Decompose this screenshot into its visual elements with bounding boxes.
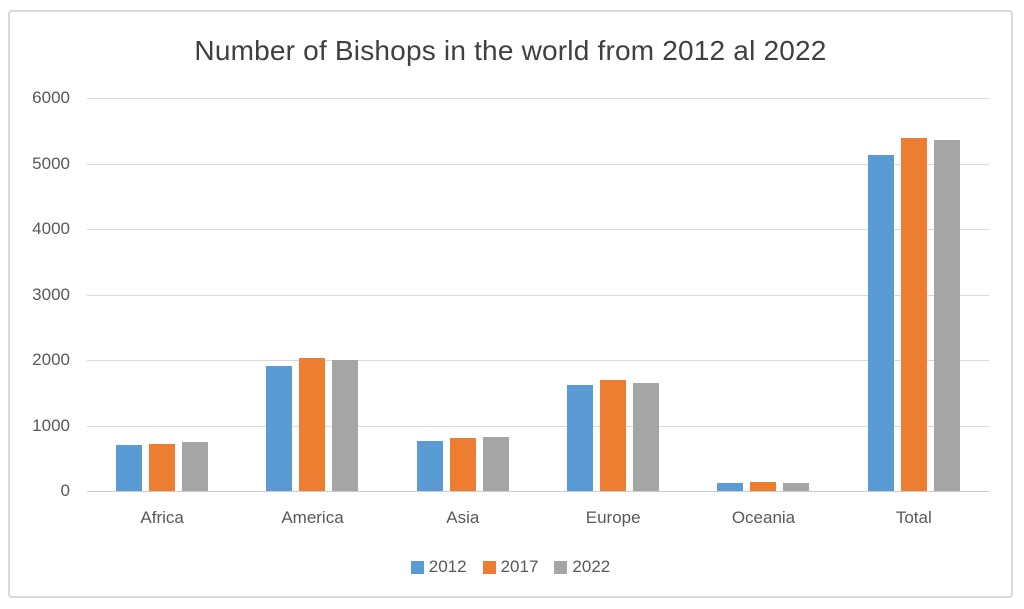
category-label-asia: Asia [446,508,480,527]
bar-2022-america [332,360,359,491]
legend-label-2017: 2017 [500,557,539,576]
legend-label-2022: 2022 [572,557,611,576]
bar-2022-europe [633,382,660,491]
chart-title: Number of Bishops in the world from 2012… [194,35,827,66]
bar-2022-asia [482,436,509,491]
gridline [87,229,989,230]
y-axis-tick-label: 6000 [32,88,70,107]
category-label-europe: Europe [585,508,641,527]
legend-swatch-2017 [482,560,496,574]
bar-2022-oceania [783,482,810,491]
chart-frame: Number of Bishops in the world from 2012… [8,10,1013,598]
gridline [87,360,989,361]
y-axis-tick-label: 0 [60,481,70,500]
bar-group-europe [538,98,688,491]
x-axis-line [87,491,989,492]
legend: 2012 2017 2022 [10,557,1011,577]
x-axis-labels: Africa America Asia Europe Oceania Total [87,508,989,528]
bar-2012-africa [116,444,143,491]
legend-item-2022: 2022 [554,557,610,577]
gridline [87,98,989,99]
y-axis-tick-label: 4000 [32,219,70,238]
category-label-africa: Africa [140,508,184,527]
bar-group-africa [87,98,237,491]
category-label-total: Total [895,508,932,527]
gridline [87,425,989,427]
bar-group-oceania [688,98,838,491]
y-axis-tick-label: 1000 [32,415,70,435]
bar-2017-oceania [750,482,777,491]
bar-2012-europe [567,384,594,491]
category-label-america: America [281,508,344,527]
y-axis-tick-label: 3000 [32,284,70,304]
gridline [87,294,989,296]
bar-2012-total [867,154,894,491]
bar-group-america [237,98,387,491]
bar-2012-oceania [717,482,744,491]
legend-swatch-2012 [410,560,424,574]
bar-2012-america [266,366,293,491]
plot-area [87,98,989,492]
category-label-oceania: Oceania [731,508,796,527]
bar-2017-total [900,138,927,491]
legend-item-2012: 2012 [410,557,467,577]
bar-2022-total [933,140,960,491]
y-axis-tick-label: 5000 [32,153,70,173]
bar-2017-africa [149,443,176,491]
gridline [87,163,989,165]
legend-label-2012: 2012 [428,557,467,576]
bar-2012-asia [416,440,443,491]
y-axis-tick-label: 2000 [32,350,70,369]
bar-group-total [839,98,989,491]
bar-2017-america [299,357,326,491]
bar-2022-africa [182,442,209,491]
legend-swatch-2022 [554,560,568,574]
legend-item-2017: 2017 [482,557,539,577]
bar-2017-asia [449,438,476,491]
bar-2017-europe [600,379,627,491]
bar-group-asia [388,98,538,491]
